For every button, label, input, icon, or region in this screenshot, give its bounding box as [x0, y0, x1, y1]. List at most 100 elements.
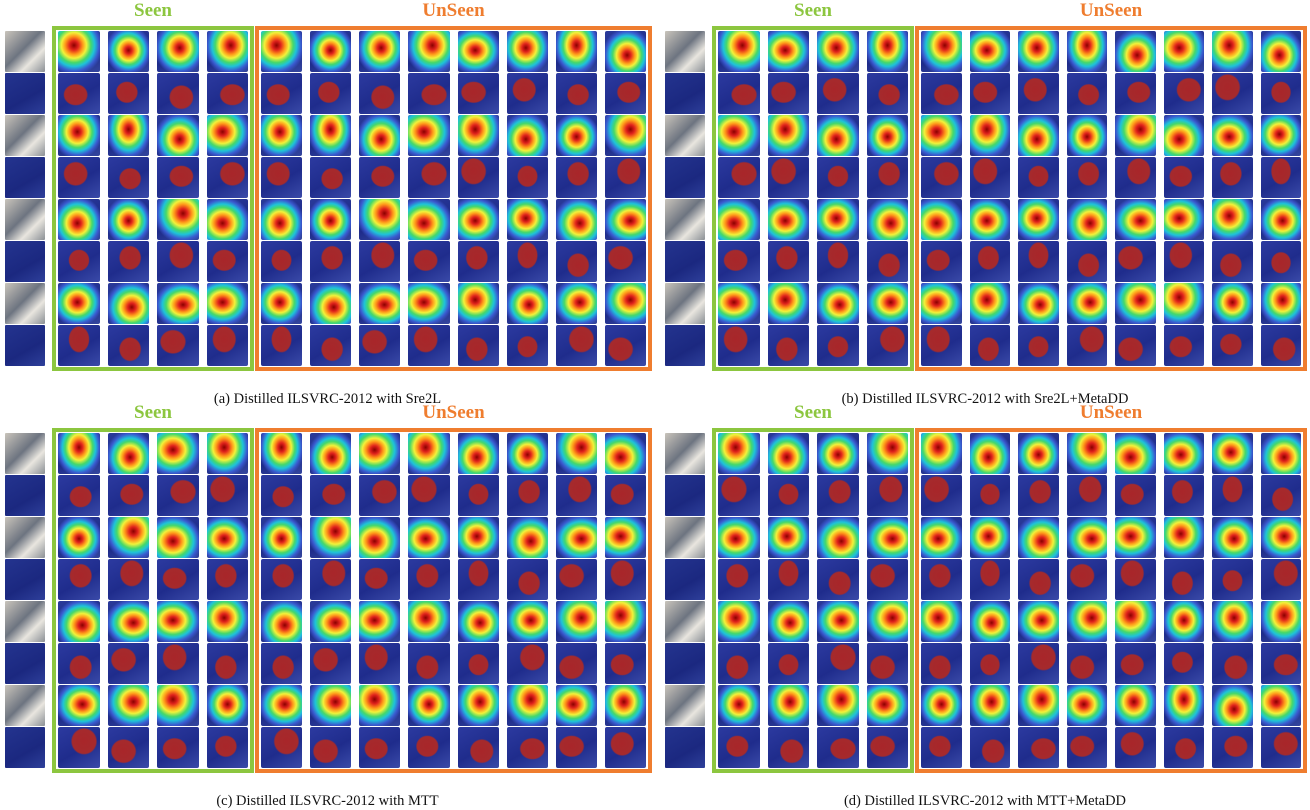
- unseen-mask-cell: [310, 325, 352, 366]
- unseen-heatmap-cell: [457, 517, 499, 558]
- seen-mask-cell: [817, 157, 859, 198]
- unseen-mask-cell: [1018, 241, 1059, 282]
- seen-mask-cell: [718, 475, 760, 516]
- seen-heatmap-cell: [866, 115, 908, 156]
- unseen-mask-cell: [969, 727, 1010, 768]
- source-thumbnail: [5, 241, 45, 282]
- unseen-heatmap-cell: [1163, 283, 1204, 324]
- unseen-heatmap-cell: [1018, 685, 1059, 726]
- unseen-mask-cell: [921, 157, 962, 198]
- unseen-heatmap-cell: [261, 601, 303, 642]
- panel-a: Seen UnSeen (a) Distilled ILSVRC-2012 with…: [0, 0, 655, 407]
- unseen-heatmap-cell: [359, 685, 401, 726]
- unseen-heatmap-cell: [457, 685, 499, 726]
- unseen-mask-cell: [506, 643, 548, 684]
- seen-heatmap-cell: [817, 433, 859, 474]
- unseen-heatmap-cell: [1260, 685, 1301, 726]
- seen-mask-cell: [817, 475, 859, 516]
- seen-mask-cell: [107, 475, 149, 516]
- unseen-heatmap-cell: [1115, 517, 1156, 558]
- source-thumbnail: [5, 559, 45, 600]
- unseen-header: UnSeen: [1079, 0, 1143, 21]
- unseen-mask-cell: [921, 727, 962, 768]
- seen-heatmap-cell: [817, 115, 859, 156]
- seen-heatmap-cell: [157, 31, 199, 72]
- unseen-heatmap-cell: [506, 685, 548, 726]
- seen-heatmap-cell: [206, 517, 248, 558]
- unseen-heatmap-cell: [921, 433, 962, 474]
- seen-heatmap-cell: [107, 31, 149, 72]
- unseen-mask-cell: [1115, 643, 1156, 684]
- seen-mask-cell: [866, 727, 908, 768]
- source-thumbnail: [665, 115, 705, 156]
- seen-header: Seen: [134, 402, 172, 423]
- seen-heatmap-cell: [58, 31, 100, 72]
- seen-heatmap-cell: [817, 517, 859, 558]
- unseen-heatmap-cell: [1066, 199, 1107, 240]
- unseen-mask-cell: [1163, 157, 1204, 198]
- unseen-mask-cell: [604, 643, 646, 684]
- seen-mask-cell: [866, 325, 908, 366]
- seen-mask-cell: [58, 559, 100, 600]
- unseen-mask-cell: [969, 643, 1010, 684]
- unseen-heatmap-cell: [921, 517, 962, 558]
- unseen-mask-cell: [408, 325, 450, 366]
- unseen-heatmap-cell: [969, 685, 1010, 726]
- seen-mask-cell: [206, 643, 248, 684]
- unseen-mask-cell: [921, 475, 962, 516]
- unseen-heatmap-cell: [604, 685, 646, 726]
- unseen-mask-cell: [604, 727, 646, 768]
- unseen-heatmap-cell: [408, 685, 450, 726]
- panel-caption: (a) Distilled ILSVRC-2012 with Sre2L: [213, 391, 442, 407]
- seen-mask-cell: [718, 73, 760, 114]
- unseen-mask-cell: [1260, 73, 1301, 114]
- unseen-mask-cell: [408, 727, 450, 768]
- unseen-heatmap-cell: [1212, 199, 1253, 240]
- unseen-mask-cell: [359, 559, 401, 600]
- unseen-heatmap-cell: [506, 283, 548, 324]
- unseen-heatmap-cell: [1163, 115, 1204, 156]
- unseen-mask-cell: [359, 325, 401, 366]
- unseen-box: [915, 26, 1307, 371]
- source-thumbnail: [665, 283, 705, 324]
- unseen-header: UnSeen: [1079, 402, 1143, 423]
- unseen-heatmap-cell: [359, 433, 401, 474]
- unseen-heatmap-cell: [604, 199, 646, 240]
- unseen-heatmap-cell: [1163, 199, 1204, 240]
- unseen-heatmap-cell: [1212, 31, 1253, 72]
- unseen-mask-cell: [1163, 475, 1204, 516]
- unseen-heatmap-cell: [1018, 517, 1059, 558]
- source-thumbnail: [5, 157, 45, 198]
- unseen-mask-cell: [555, 73, 597, 114]
- source-thumbnail: [5, 31, 45, 72]
- unseen-heatmap-cell: [310, 283, 352, 324]
- source-thumbnail: [665, 325, 705, 366]
- seen-mask-cell: [866, 73, 908, 114]
- seen-heatmap-cell: [157, 433, 199, 474]
- unseen-mask-cell: [555, 157, 597, 198]
- source-thumbnail: [665, 517, 705, 558]
- unseen-heatmap-cell: [1066, 601, 1107, 642]
- unseen-heatmap-cell: [457, 601, 499, 642]
- unseen-mask-cell: [261, 157, 303, 198]
- unseen-mask-cell: [310, 73, 352, 114]
- unseen-heatmap-cell: [1066, 115, 1107, 156]
- seen-mask-cell: [718, 325, 760, 366]
- source-thumbnail: [665, 31, 705, 72]
- seen-heatmap-cell: [718, 517, 760, 558]
- seen-mask-cell: [157, 241, 199, 282]
- unseen-heatmap-cell: [1163, 433, 1204, 474]
- seen-mask-cell: [206, 559, 248, 600]
- source-thumbnail: [5, 283, 45, 324]
- unseen-mask-cell: [1115, 73, 1156, 114]
- seen-header: Seen: [134, 0, 172, 21]
- unseen-heatmap-cell: [1018, 283, 1059, 324]
- unseen-mask-cell: [1018, 643, 1059, 684]
- unseen-mask-cell: [1163, 643, 1204, 684]
- unseen-heatmap-cell: [1018, 31, 1059, 72]
- source-thumbnail: [5, 115, 45, 156]
- seen-heatmap-cell: [866, 283, 908, 324]
- unseen-heatmap-cell: [261, 31, 303, 72]
- unseen-mask-cell: [261, 643, 303, 684]
- seen-heatmap-cell: [206, 283, 248, 324]
